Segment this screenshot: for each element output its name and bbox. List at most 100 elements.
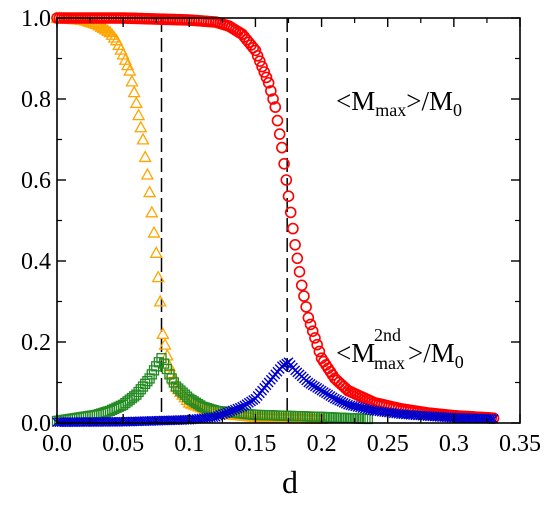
data-point xyxy=(94,416,105,427)
data-point xyxy=(123,63,137,76)
data-point xyxy=(101,416,112,427)
data-point xyxy=(142,185,157,198)
data-point xyxy=(486,413,497,424)
data-point xyxy=(140,167,154,180)
data-point xyxy=(151,270,165,283)
data-point xyxy=(313,345,326,358)
data-point xyxy=(61,417,72,428)
data-point xyxy=(156,353,167,364)
data-point xyxy=(483,413,494,424)
data-point xyxy=(282,190,295,202)
data-point xyxy=(59,417,70,428)
y-tick-label: 0.8 xyxy=(21,87,51,113)
series-cross xyxy=(52,357,499,428)
data-point xyxy=(291,252,304,265)
data-point xyxy=(295,279,308,292)
data-point xyxy=(262,77,275,89)
data-point xyxy=(280,174,293,186)
data-point xyxy=(269,101,282,113)
annotation-m2nd: <M xyxy=(336,338,375,368)
y-tick-label: 0.0 xyxy=(21,411,51,437)
x-axis-label: d xyxy=(282,464,298,500)
data-point xyxy=(304,318,317,331)
data-point xyxy=(302,311,315,324)
data-point xyxy=(256,60,268,73)
data-point xyxy=(254,55,266,68)
data-point xyxy=(273,128,286,140)
data-point xyxy=(306,325,319,338)
data-point xyxy=(92,416,103,427)
data-point xyxy=(160,348,174,361)
data-point xyxy=(63,417,74,428)
data-point xyxy=(159,358,170,369)
data-point xyxy=(103,416,114,427)
data-point xyxy=(149,246,163,258)
data-point xyxy=(131,108,146,121)
data-point xyxy=(80,417,91,428)
axes: 0.0 0.05 0.1 0.15 0.2 0.25 0.3 0.35 0.0 0.2 0.4 0.6… xyxy=(21,6,541,457)
data-point xyxy=(147,225,161,238)
data-point xyxy=(153,294,167,307)
data-point xyxy=(258,66,271,78)
data-point xyxy=(127,85,141,98)
x-tick-label: 0.1 xyxy=(174,431,204,457)
data-point xyxy=(125,74,139,87)
data-point xyxy=(73,417,84,428)
data-point xyxy=(293,265,306,278)
data-point xyxy=(70,417,81,428)
data-point xyxy=(265,85,277,97)
y-tick-label: 0.6 xyxy=(21,168,51,194)
x-tick-label: 0.3 xyxy=(439,431,469,457)
data-point xyxy=(129,96,143,109)
x-tick-label: 0.25 xyxy=(367,431,409,457)
data-point xyxy=(136,132,150,145)
x-tick-label: 0.2 xyxy=(307,431,337,457)
data-point xyxy=(284,206,297,219)
data-point xyxy=(106,416,117,427)
data-point xyxy=(251,49,264,62)
data-point xyxy=(311,338,323,351)
data-point xyxy=(66,417,77,428)
data-point xyxy=(108,416,119,427)
x-tick-label: 0.0 xyxy=(42,431,72,457)
data-point xyxy=(156,327,170,339)
data-point xyxy=(138,150,152,163)
data-point xyxy=(96,416,107,427)
data-point xyxy=(158,337,172,350)
data-point xyxy=(267,93,279,105)
data-point xyxy=(287,222,299,235)
annotation-m2nd-tail: >/M0 xyxy=(408,338,464,372)
x-tick-label: 0.15 xyxy=(234,431,276,457)
data-point xyxy=(300,301,312,313)
data-point xyxy=(278,158,290,170)
y-tick-label: 0.2 xyxy=(21,330,51,356)
data-point xyxy=(271,114,284,127)
data-point xyxy=(289,239,301,251)
data-point xyxy=(87,416,98,427)
data-marks xyxy=(50,11,500,428)
data-point xyxy=(111,416,122,427)
data-point xyxy=(101,23,115,36)
data-point xyxy=(75,417,86,428)
annotation-m2nd-sup: 2nd xyxy=(374,325,401,345)
data-point xyxy=(260,71,273,84)
data-point xyxy=(249,44,262,57)
y-tick-label: 0.4 xyxy=(21,249,51,275)
data-point xyxy=(68,417,79,428)
annotation-m2nd-sub: max xyxy=(374,353,405,373)
annotation-mmax: <Mmax>/M0 xyxy=(336,86,462,120)
x-tick-label: 0.05 xyxy=(102,431,144,457)
data-point xyxy=(99,416,110,427)
plot-area xyxy=(160,18,288,423)
data-point xyxy=(77,417,88,428)
x-tick-label: 0.35 xyxy=(499,431,541,457)
data-point xyxy=(89,416,100,427)
data-point xyxy=(309,332,321,344)
data-point xyxy=(145,205,159,218)
data-point xyxy=(134,120,148,133)
y-tick-label: 1.0 xyxy=(21,6,51,32)
data-point xyxy=(82,417,93,427)
data-point xyxy=(276,141,288,154)
data-point xyxy=(56,417,67,428)
